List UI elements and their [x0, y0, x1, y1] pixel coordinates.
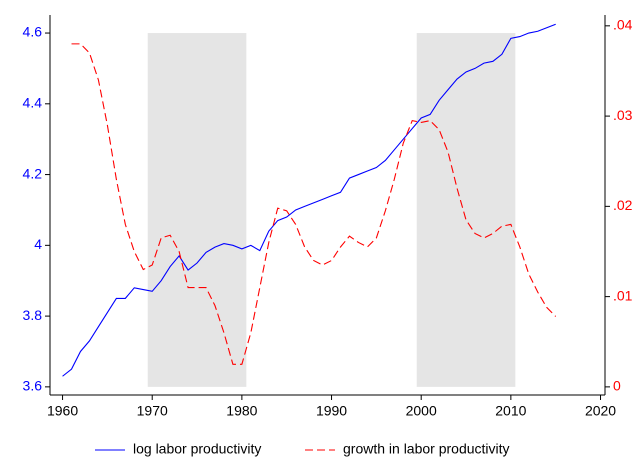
- x-tick-label: 1960: [47, 403, 78, 419]
- y2-tick-label: .04: [613, 17, 633, 33]
- shaded-band: [147, 33, 247, 387]
- x-tick-label: 1990: [316, 403, 347, 419]
- legend-label: growth in labor productivity: [343, 441, 510, 457]
- y-tick-label: 4: [34, 236, 42, 252]
- y-tick-label: 4.2: [23, 165, 43, 181]
- y-tick-label: 4.4: [23, 95, 43, 111]
- x-tick-label: 2010: [495, 403, 526, 419]
- legend-label: log labor productivity: [133, 441, 261, 457]
- y2-tick-label: .02: [613, 197, 633, 213]
- y2-tick-label: 0: [613, 378, 621, 394]
- y-tick-label: 4.6: [23, 24, 43, 40]
- y-tick-label: 3.8: [23, 307, 43, 323]
- y-tick-label: 3.6: [23, 378, 43, 394]
- series-line: [71, 43, 557, 365]
- x-tick-label: 2020: [585, 403, 616, 419]
- y2-tick-label: .03: [613, 107, 633, 123]
- x-tick-label: 1970: [137, 403, 168, 419]
- x-tick-label: 2000: [406, 403, 437, 419]
- shaded-band: [416, 33, 516, 387]
- x-tick-label: 1980: [226, 403, 257, 419]
- series-line: [62, 23, 556, 377]
- y2-tick-label: .01: [613, 287, 633, 303]
